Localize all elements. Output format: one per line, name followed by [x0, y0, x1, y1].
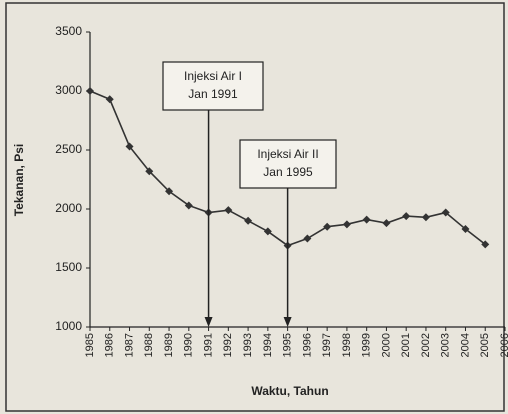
data-point: [105, 95, 114, 104]
x-tick-label: 2004: [459, 333, 471, 357]
data-point: [86, 87, 94, 95]
annotation-box: [239, 139, 337, 189]
x-tick-label: 1998: [341, 333, 353, 357]
outer-frame: [5, 2, 505, 412]
data-point: [263, 227, 272, 236]
x-tick-label: 1997: [321, 333, 333, 357]
annotation-text: Jan 1991: [188, 87, 238, 101]
data-point: [402, 212, 411, 221]
x-tick-label: 1994: [262, 333, 274, 357]
data-point: [382, 219, 391, 228]
x-tick-label: 1990: [183, 333, 195, 357]
data-point: [421, 213, 430, 222]
x-tick-label: 2000: [380, 333, 392, 357]
data-point: [342, 220, 351, 229]
x-tick-label: 2006: [499, 333, 508, 357]
y-tick-label: 1000: [55, 319, 82, 333]
data-point: [125, 142, 134, 151]
x-tick-label: 1988: [143, 333, 155, 357]
data-point: [461, 225, 470, 234]
y-tick-label: 3000: [55, 83, 82, 97]
data-point: [244, 216, 253, 225]
x-tick-label: 1992: [222, 333, 234, 357]
x-tick-label: 1991: [202, 333, 214, 357]
x-tick-label: 1996: [301, 333, 313, 357]
arrow-head: [283, 317, 292, 327]
x-tick-label: 1995: [282, 333, 294, 357]
x-tick-label: 2003: [440, 333, 452, 357]
x-tick-label: 2002: [420, 333, 432, 357]
data-point: [362, 215, 371, 224]
x-tick-label: 2005: [479, 333, 491, 357]
x-tick-label: 1987: [123, 333, 135, 357]
annotation-text: Injeksi Air I: [184, 69, 242, 83]
data-point: [441, 208, 450, 217]
data-point: [303, 234, 312, 243]
y-tick-label: 3500: [55, 24, 82, 38]
x-tick-label: 1989: [163, 333, 175, 357]
annotation-text: Jan 1995: [263, 165, 313, 179]
y-axis-title: Tekanan, Psi: [12, 144, 26, 216]
x-tick-label: 1986: [104, 333, 116, 357]
annotation-box: [162, 61, 264, 111]
data-point: [165, 187, 174, 196]
x-tick-label: 2001: [400, 333, 412, 357]
x-tick-label: 1985: [84, 333, 96, 357]
data-point: [481, 240, 490, 249]
data-point: [145, 167, 154, 176]
x-tick-label: 1993: [242, 333, 254, 357]
x-axis-title: Waktu, Tahun: [251, 384, 328, 398]
x-tick-label: 1999: [361, 333, 373, 357]
arrow-head: [204, 317, 213, 327]
data-point: [323, 222, 332, 231]
y-tick-label: 2500: [55, 142, 82, 156]
y-tick-label: 2000: [55, 201, 82, 215]
y-tick-label: 1500: [55, 260, 82, 274]
data-point: [224, 206, 233, 215]
annotation-text: Injeksi Air II: [257, 147, 318, 161]
data-point: [184, 201, 193, 210]
